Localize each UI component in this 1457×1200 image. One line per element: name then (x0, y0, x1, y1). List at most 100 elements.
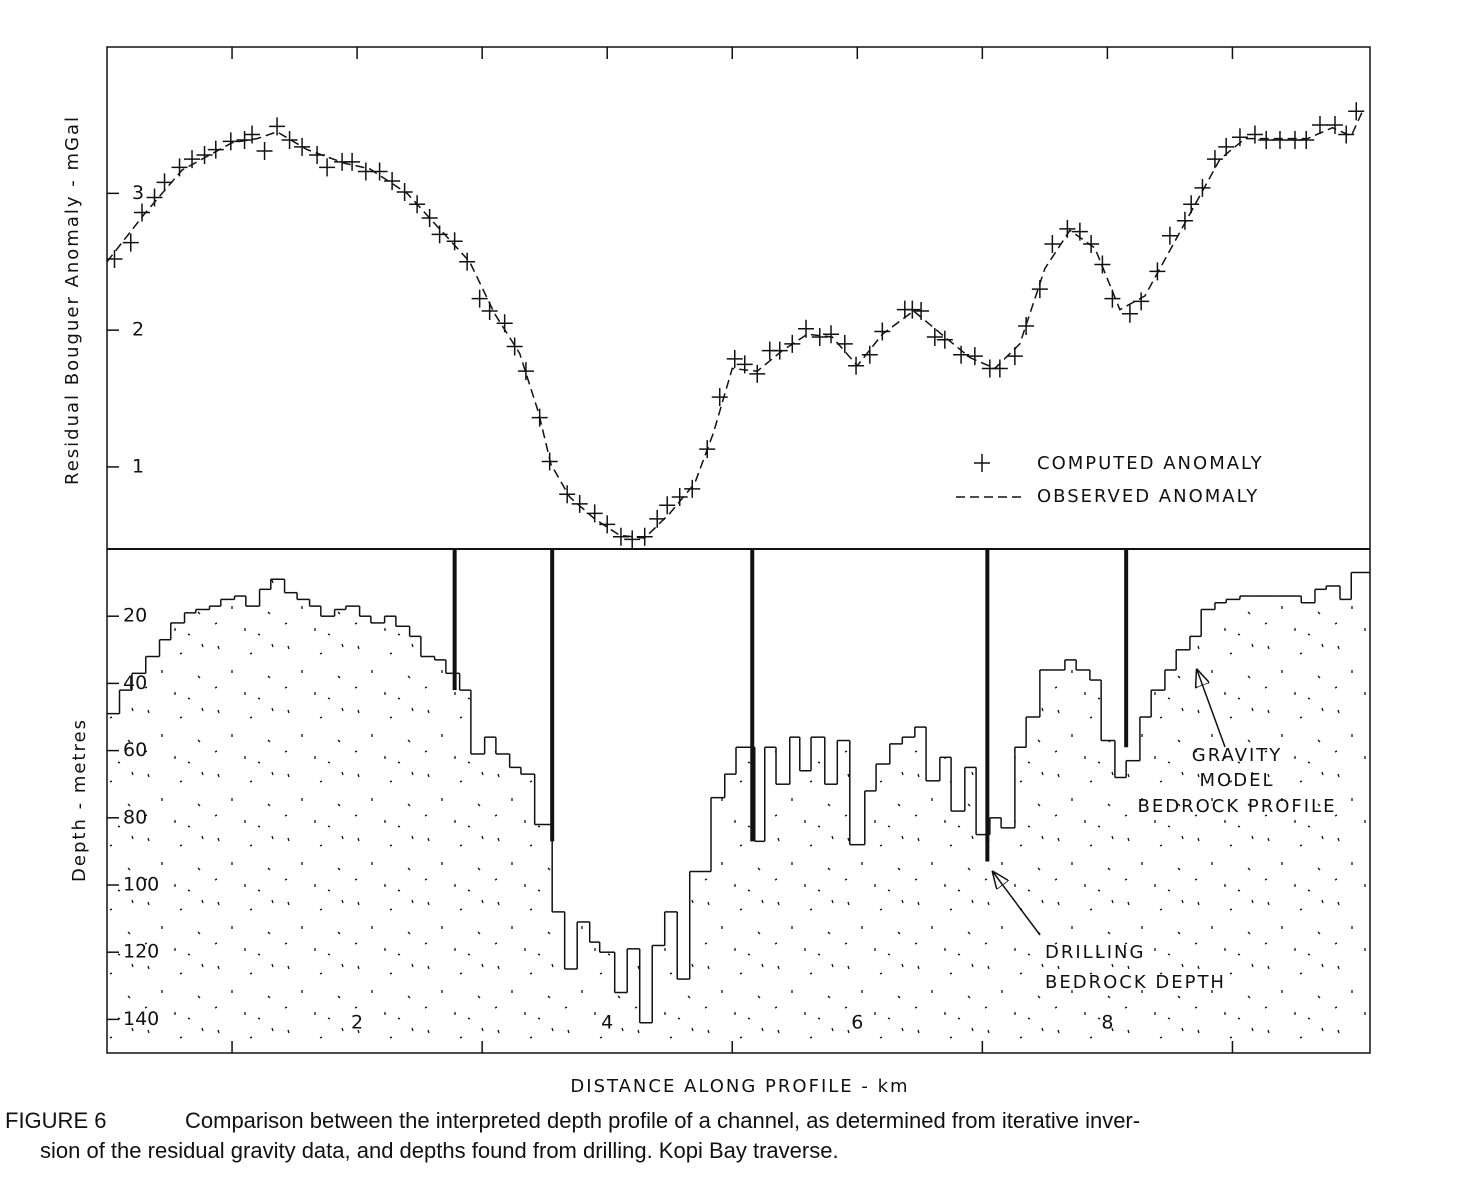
computed-point (624, 530, 641, 549)
computed-point (904, 300, 921, 319)
y-axis-title: Residual Bouguer Anomaly - mGal (62, 115, 83, 485)
computed-point (874, 322, 891, 341)
computed-point (1094, 255, 1111, 274)
computed-point (836, 334, 853, 353)
computed-point (357, 162, 374, 181)
computed-point (1246, 125, 1263, 144)
computed-point (1271, 131, 1288, 150)
computed-point (281, 131, 298, 150)
computed-point (559, 485, 576, 504)
computed-point (811, 327, 828, 346)
computed-point (848, 356, 865, 375)
y-tick-label: 140 (123, 1008, 159, 1030)
y-tick-label: 2 (132, 319, 144, 341)
y-tick-label: 20 (123, 605, 147, 627)
y-tick-label: 120 (123, 941, 159, 963)
annotation: GRAVITY (1192, 745, 1283, 766)
computed-point (771, 341, 788, 360)
computed-point (319, 158, 336, 177)
y-tick-label: 80 (123, 806, 147, 828)
annotation-arrow (993, 872, 1041, 936)
computed-point (1044, 234, 1061, 253)
x-tick-label: 6 (851, 1012, 863, 1034)
computed-point (1338, 125, 1355, 144)
computed-point (636, 527, 653, 546)
computed-point (1083, 234, 1100, 253)
computed-point (684, 479, 701, 498)
computed-point (1018, 317, 1035, 336)
computed-point (936, 330, 953, 349)
computed-point (1218, 137, 1235, 156)
computed-point (1326, 115, 1343, 134)
computed-point (122, 233, 139, 252)
computed-point (1258, 131, 1275, 150)
computed-point (506, 337, 523, 356)
x-tick-label: 4 (601, 1012, 613, 1034)
computed-point (156, 173, 173, 192)
computed-point (459, 252, 476, 271)
computed-point (659, 496, 676, 515)
computed-point (134, 203, 151, 222)
computed-point (294, 137, 311, 156)
computed-point (649, 509, 666, 528)
computed-point (446, 232, 463, 251)
computed-point (861, 345, 878, 364)
computed-point (966, 347, 983, 366)
computed-point (1194, 178, 1211, 197)
computed-point (1311, 115, 1328, 134)
plot-layer: 1 2 3 COMPUTED ANOMALY OBSERVED ANOMALY 20 40 6… (106, 47, 1370, 1053)
computed-point (1206, 150, 1223, 169)
computed-point (823, 325, 840, 344)
computed-point (517, 362, 534, 381)
computed-point (798, 319, 815, 338)
annotation: DRILLING (1045, 942, 1145, 963)
computed-point (196, 146, 213, 165)
computed-point (256, 141, 273, 160)
caption-text: sion of the residual gravity data, and d… (40, 1138, 839, 1163)
x-tick-label: 8 (1101, 1012, 1113, 1034)
computed-point (269, 117, 286, 136)
y-tick-label: 60 (123, 739, 147, 761)
computed-point (711, 388, 728, 407)
y-tick-label: 100 (123, 874, 159, 896)
caption-label: FIGURE 6 (5, 1108, 106, 1133)
computed-point (1161, 226, 1178, 245)
y-axis-title: Depth - metres (69, 718, 90, 882)
computed-point (384, 172, 401, 191)
computed-point (1133, 292, 1150, 311)
computed-point (726, 349, 743, 368)
computed-point (244, 125, 261, 144)
computed-point (471, 289, 488, 308)
computed-point (736, 355, 753, 374)
computed-point (146, 188, 163, 207)
legend-marker (974, 454, 990, 472)
caption-text: Comparison between the interpreted depth… (185, 1108, 1140, 1133)
annotation: MODEL (1200, 770, 1275, 791)
annotation: BEDROCK PROFILE (1138, 796, 1337, 817)
computed-point (1298, 131, 1315, 150)
computed-point (1149, 262, 1166, 281)
computed-point (926, 327, 943, 346)
computed-point (749, 364, 766, 383)
computed-point (1006, 347, 1023, 366)
observed-line (106, 108, 1365, 539)
annotation: BEDROCK DEPTH (1045, 972, 1226, 993)
legend-label: COMPUTED ANOMALY (1037, 453, 1264, 474)
x-tick-label: 2 (351, 1012, 363, 1034)
computed-point (953, 345, 970, 364)
computed-point (207, 140, 224, 159)
computed-point (671, 488, 688, 507)
computed-point (571, 494, 588, 513)
y-tick-label: 3 (132, 182, 144, 204)
computed-point (1176, 211, 1193, 230)
legend-label: OBSERVED ANOMALY (1037, 486, 1259, 507)
y-tick-label: 1 (132, 455, 144, 477)
computed-point (1121, 304, 1138, 323)
bedrock-fill (107, 572, 1370, 1053)
y-tick-label: 40 (123, 672, 147, 694)
computed-point (1348, 102, 1365, 121)
annotation-arrow (1197, 670, 1226, 748)
x-axis-title: DISTANCE ALONG PROFILE - km (570, 1076, 909, 1097)
computed-point (344, 152, 361, 171)
